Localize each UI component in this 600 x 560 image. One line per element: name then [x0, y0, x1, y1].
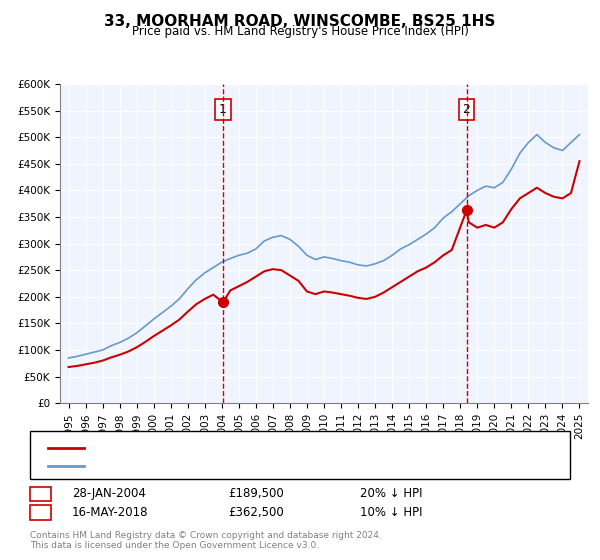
Text: 20% ↓ HPI: 20% ↓ HPI	[360, 487, 422, 501]
Text: 33, MOORHAM ROAD, WINSCOMBE, BS25 1HS: 33, MOORHAM ROAD, WINSCOMBE, BS25 1HS	[104, 14, 496, 29]
Text: 1: 1	[219, 103, 227, 116]
Text: 2: 2	[463, 103, 470, 116]
Text: 1: 1	[37, 487, 45, 501]
Text: 10% ↓ HPI: 10% ↓ HPI	[360, 506, 422, 519]
Text: 28-JAN-2004: 28-JAN-2004	[72, 487, 146, 501]
Text: 33, MOORHAM ROAD, WINSCOMBE, BS25 1HS (detached house): 33, MOORHAM ROAD, WINSCOMBE, BS25 1HS (d…	[90, 443, 425, 453]
Text: Contains HM Land Registry data © Crown copyright and database right 2024.
This d: Contains HM Land Registry data © Crown c…	[30, 531, 382, 550]
Text: Price paid vs. HM Land Registry's House Price Index (HPI): Price paid vs. HM Land Registry's House …	[131, 25, 469, 38]
Text: 2: 2	[37, 506, 45, 519]
Text: 16-MAY-2018: 16-MAY-2018	[72, 506, 149, 519]
Text: £362,500: £362,500	[228, 506, 284, 519]
Text: HPI: Average price, detached house, North Somerset: HPI: Average price, detached house, Nort…	[90, 461, 365, 471]
Text: £189,500: £189,500	[228, 487, 284, 501]
